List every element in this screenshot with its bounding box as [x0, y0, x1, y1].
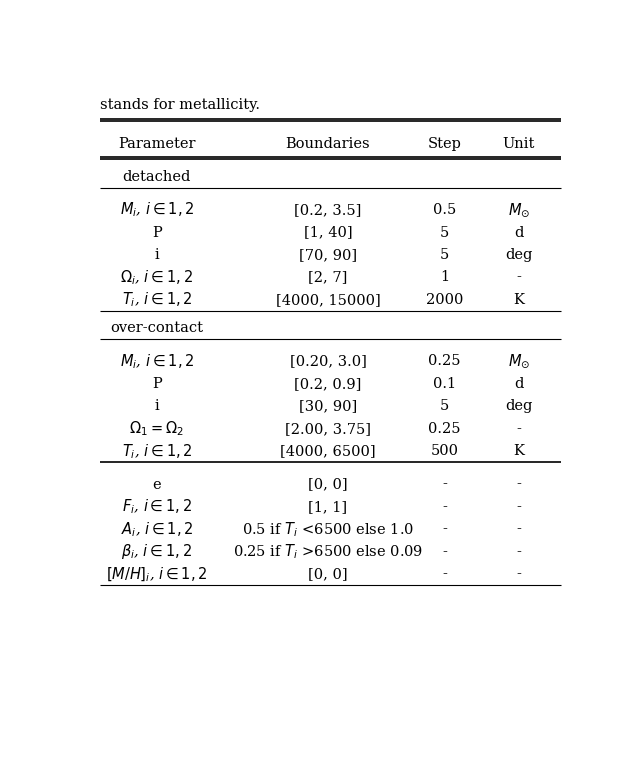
Text: $M_{\odot}$: $M_{\odot}$	[508, 353, 530, 370]
Text: $F_i$, $i \in 1, 2$: $F_i$, $i \in 1, 2$	[122, 498, 192, 516]
Text: -: -	[516, 500, 522, 514]
Text: [0.20, 3.0]: [0.20, 3.0]	[289, 354, 367, 369]
Text: -: -	[442, 478, 447, 492]
Text: 0.1: 0.1	[433, 377, 456, 391]
Text: 0.25: 0.25	[428, 422, 461, 435]
Text: 5: 5	[440, 226, 449, 240]
Text: P: P	[152, 226, 162, 240]
Text: 1: 1	[440, 270, 449, 284]
Text: deg: deg	[505, 248, 532, 262]
Text: 0.25 if $T_i$ >6500 else 0.09: 0.25 if $T_i$ >6500 else 0.09	[233, 542, 423, 561]
Text: 0.25: 0.25	[428, 354, 461, 369]
Text: -: -	[442, 500, 447, 514]
Text: detached: detached	[123, 170, 191, 184]
Text: $M_i$, $i \in 1, 2$: $M_i$, $i \in 1, 2$	[120, 352, 194, 371]
Text: d: d	[515, 226, 524, 240]
Text: P: P	[152, 377, 162, 391]
Text: -: -	[516, 522, 522, 537]
Text: [2.00, 3.75]: [2.00, 3.75]	[285, 422, 371, 435]
Text: deg: deg	[505, 399, 532, 413]
Text: $T_i$, $i \in 1, 2$: $T_i$, $i \in 1, 2$	[122, 290, 192, 310]
Text: -: -	[442, 545, 447, 559]
Text: [4000, 15000]: [4000, 15000]	[276, 293, 380, 307]
Text: -: -	[516, 568, 522, 581]
Text: Unit: Unit	[503, 137, 535, 151]
Text: i: i	[154, 248, 159, 262]
Text: -: -	[516, 478, 522, 492]
Text: [2, 7]: [2, 7]	[308, 270, 348, 284]
Text: $M_{\odot}$: $M_{\odot}$	[508, 201, 530, 219]
Text: K: K	[513, 444, 524, 458]
Text: Boundaries: Boundaries	[285, 137, 371, 151]
Text: 500: 500	[431, 444, 458, 458]
Text: 5: 5	[440, 399, 449, 413]
Text: -: -	[516, 422, 522, 435]
Text: 2000: 2000	[426, 293, 463, 307]
Text: [0.2, 3.5]: [0.2, 3.5]	[294, 203, 362, 217]
Text: [4000, 6500]: [4000, 6500]	[280, 444, 376, 458]
Text: [1, 1]: [1, 1]	[308, 500, 348, 514]
Text: -: -	[442, 522, 447, 537]
Text: stands for metallicity.: stands for metallicity.	[100, 98, 260, 112]
Text: Parameter: Parameter	[118, 137, 196, 151]
Text: over-contact: over-contact	[110, 321, 204, 335]
Text: [0, 0]: [0, 0]	[308, 478, 348, 492]
Text: e: e	[152, 478, 161, 492]
Text: -: -	[442, 568, 447, 581]
Text: 0.5: 0.5	[433, 203, 456, 217]
Text: Step: Step	[428, 137, 461, 151]
Text: 5: 5	[440, 248, 449, 262]
Text: -: -	[516, 270, 522, 284]
Text: $[M/H]_i$, $i \in 1, 2$: $[M/H]_i$, $i \in 1, 2$	[106, 565, 208, 584]
Text: d: d	[515, 377, 524, 391]
Text: -: -	[516, 545, 522, 559]
Text: K: K	[513, 293, 524, 307]
Text: [0, 0]: [0, 0]	[308, 568, 348, 581]
Text: $T_i$, $i \in 1, 2$: $T_i$, $i \in 1, 2$	[122, 442, 192, 461]
Text: [70, 90]: [70, 90]	[299, 248, 357, 262]
Text: $M_i$, $i \in 1, 2$: $M_i$, $i \in 1, 2$	[120, 200, 194, 220]
Text: 0.5 if $T_i$ <6500 else 1.0: 0.5 if $T_i$ <6500 else 1.0	[242, 520, 414, 539]
Text: $\beta_i$, $i \in 1, 2$: $\beta_i$, $i \in 1, 2$	[122, 542, 193, 561]
Text: i: i	[154, 399, 159, 413]
Text: $\Omega_i$, $i \in 1, 2$: $\Omega_i$, $i \in 1, 2$	[120, 268, 193, 286]
Text: $\Omega_1 = \Omega_2$: $\Omega_1 = \Omega_2$	[129, 419, 184, 438]
Text: $A_i$, $i \in 1, 2$: $A_i$, $i \in 1, 2$	[120, 520, 193, 539]
Text: [30, 90]: [30, 90]	[299, 399, 357, 413]
Text: [1, 40]: [1, 40]	[304, 226, 352, 240]
Text: [0.2, 0.9]: [0.2, 0.9]	[294, 377, 362, 391]
